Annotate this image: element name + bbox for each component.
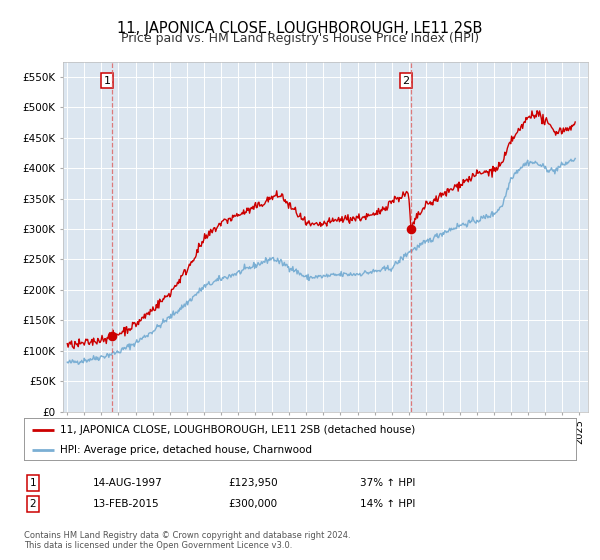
Text: HPI: Average price, detached house, Charnwood: HPI: Average price, detached house, Char… (60, 445, 312, 455)
Text: 14-AUG-1997: 14-AUG-1997 (93, 478, 163, 488)
Point (406, 225, 416, 234)
Text: Price paid vs. HM Land Registry's House Price Index (HPI): Price paid vs. HM Land Registry's House … (121, 32, 479, 45)
Text: £300,000: £300,000 (228, 499, 277, 509)
Text: 2: 2 (29, 499, 37, 509)
Text: 1: 1 (104, 76, 110, 86)
Text: 13-FEB-2015: 13-FEB-2015 (93, 499, 160, 509)
Text: 1: 1 (29, 478, 37, 488)
Text: Contains HM Land Registry data © Crown copyright and database right 2024.
This d: Contains HM Land Registry data © Crown c… (24, 531, 350, 550)
Text: 11, JAPONICA CLOSE, LOUGHBOROUGH, LE11 2SB (detached house): 11, JAPONICA CLOSE, LOUGHBOROUGH, LE11 2… (60, 424, 415, 435)
Text: 11, JAPONICA CLOSE, LOUGHBOROUGH, LE11 2SB: 11, JAPONICA CLOSE, LOUGHBOROUGH, LE11 2… (118, 21, 482, 36)
Text: 37% ↑ HPI: 37% ↑ HPI (360, 478, 415, 488)
Text: 14% ↑ HPI: 14% ↑ HPI (360, 499, 415, 509)
Point (107, 332, 117, 340)
Text: £123,950: £123,950 (228, 478, 278, 488)
Text: 2: 2 (403, 76, 410, 86)
